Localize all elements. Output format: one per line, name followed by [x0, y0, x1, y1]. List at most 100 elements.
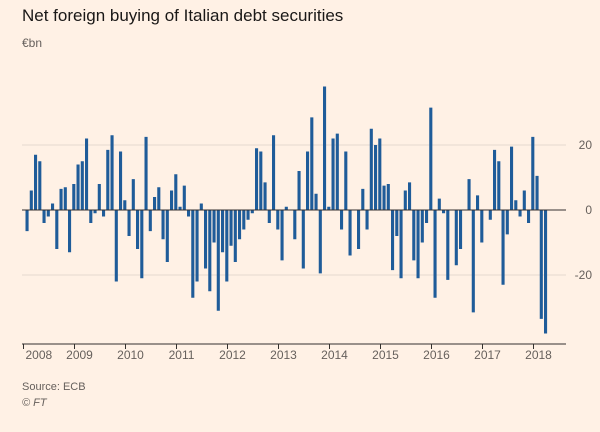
bar — [488, 210, 492, 220]
bar — [284, 206, 288, 210]
bar — [157, 187, 161, 210]
x-tick-label: 2018 — [525, 348, 552, 362]
bar — [459, 210, 463, 249]
bar — [174, 174, 178, 210]
bar — [187, 210, 191, 217]
bar — [331, 138, 335, 210]
bar — [531, 136, 535, 210]
bar — [433, 210, 437, 298]
bar — [38, 161, 42, 210]
bar — [386, 184, 390, 210]
bar — [348, 210, 352, 256]
x-tick-label: 2011 — [169, 348, 195, 362]
bar — [280, 210, 284, 261]
bar — [544, 210, 548, 334]
bar — [416, 210, 420, 279]
bar — [293, 210, 297, 240]
bar — [55, 210, 59, 249]
bar — [527, 210, 531, 223]
bar — [178, 206, 182, 210]
bar — [323, 86, 327, 210]
x-tick-label: 2012 — [219, 348, 246, 362]
bar — [361, 188, 365, 210]
bar — [85, 138, 89, 210]
bar — [297, 171, 301, 210]
bar — [34, 154, 38, 210]
bar — [221, 210, 225, 253]
bar — [425, 210, 429, 223]
bar — [110, 135, 114, 210]
bar — [102, 210, 106, 217]
bar — [454, 210, 458, 266]
bar — [59, 188, 63, 210]
bar — [51, 203, 55, 210]
bar — [442, 210, 446, 214]
bar — [170, 190, 174, 210]
x-tick-label: 2013 — [270, 348, 297, 362]
bar — [476, 195, 480, 210]
x-tick-label: 2017 — [474, 348, 501, 362]
bar — [233, 210, 237, 262]
x-tick-label: 2008 — [26, 348, 53, 362]
bar — [161, 210, 165, 240]
bar — [310, 117, 314, 210]
bar — [42, 210, 46, 223]
bar — [391, 210, 395, 271]
bar — [408, 182, 412, 210]
bar — [106, 149, 110, 210]
y-tick-label: 0 — [585, 203, 592, 217]
bar — [497, 161, 501, 210]
bar — [97, 184, 101, 210]
bar — [246, 210, 250, 220]
bar — [327, 206, 331, 210]
bar — [238, 210, 242, 240]
bar — [63, 187, 67, 210]
bar — [374, 145, 378, 210]
bar — [446, 210, 450, 280]
bar — [335, 133, 339, 210]
bar — [395, 210, 399, 236]
bar — [272, 135, 276, 210]
bar — [518, 210, 522, 217]
bar — [365, 210, 369, 230]
bar — [25, 210, 29, 232]
bar — [140, 210, 144, 279]
bar — [46, 210, 50, 217]
x-tick-label: 2014 — [321, 348, 348, 362]
bar — [420, 210, 424, 243]
bar — [378, 138, 382, 210]
x-tick-label: 2015 — [372, 348, 399, 362]
bar — [369, 128, 373, 210]
bar — [267, 210, 271, 223]
bar — [127, 210, 131, 236]
bars — [25, 86, 548, 334]
bar — [535, 175, 539, 210]
bar — [250, 210, 254, 214]
bar — [68, 210, 72, 253]
bar — [204, 210, 208, 269]
bar — [480, 210, 484, 243]
bar — [522, 190, 526, 210]
bar — [357, 210, 361, 249]
bar — [89, 210, 93, 223]
bar — [301, 210, 305, 269]
bar — [195, 210, 199, 282]
bar — [76, 164, 80, 210]
bar — [165, 210, 169, 262]
bar — [114, 210, 118, 282]
bar — [514, 200, 518, 210]
bar — [29, 190, 33, 210]
bar — [412, 210, 416, 261]
bar — [403, 190, 407, 210]
bar — [144, 136, 148, 210]
unit-label: €bn — [22, 36, 43, 50]
bar — [225, 210, 229, 282]
y-tick-label: -20 — [575, 268, 593, 282]
bar — [437, 198, 441, 210]
bar — [229, 210, 233, 246]
bar — [72, 184, 76, 210]
y-tick-label: 20 — [579, 138, 593, 152]
source-note: Source: ECB — [22, 381, 86, 393]
bar — [80, 161, 84, 210]
